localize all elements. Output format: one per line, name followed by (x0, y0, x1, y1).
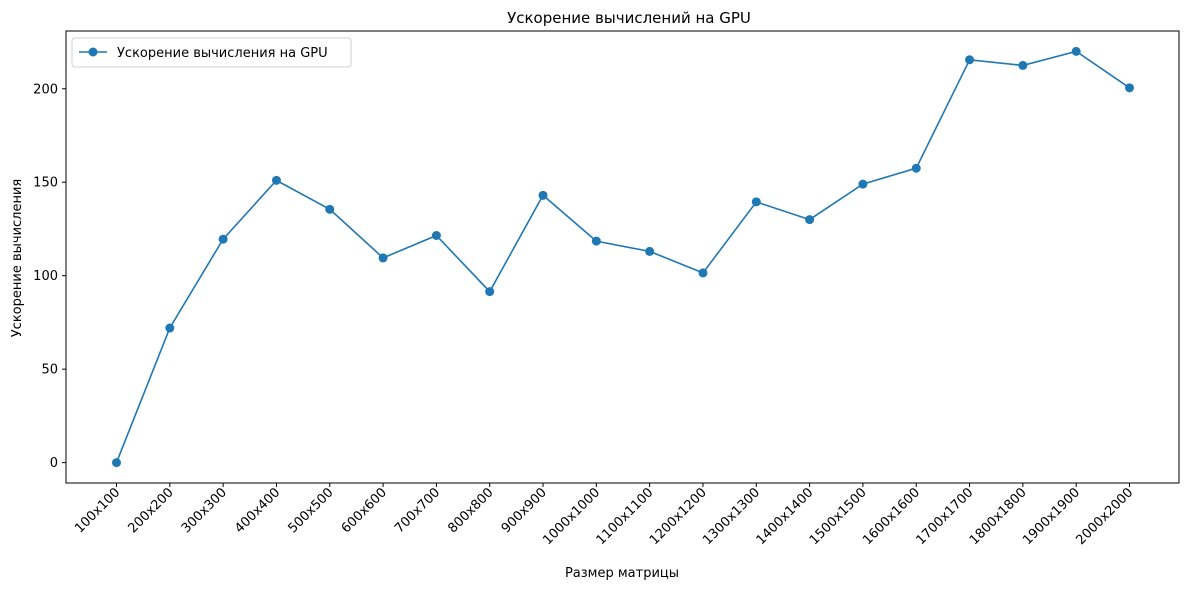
data-point (485, 287, 495, 297)
data-point (271, 175, 281, 185)
x-axis: 100x100 200x200 300x300 400x400 500x500 600x6… (72, 483, 1136, 548)
y-axis: 0 50 100 150 200 (33, 82, 66, 471)
y-tick-label: 0 (50, 456, 58, 471)
data-point (858, 179, 868, 189)
data-point (751, 197, 761, 207)
data-point (645, 246, 655, 256)
x-tick-label: 500x500 (285, 485, 336, 536)
series-layer (112, 46, 1134, 468)
x-tick-label: 2000x2000 (1073, 485, 1136, 548)
data-point (911, 163, 921, 173)
data-point (112, 458, 121, 468)
y-tick-label: 150 (33, 176, 58, 191)
x-tick-label: 400x400 (232, 485, 283, 536)
data-point (538, 190, 548, 200)
x-axis-label: Размер матрицы (565, 566, 679, 581)
legend-label: Ускорение вычисления на GPU (117, 46, 328, 61)
y-tick-label: 50 (41, 363, 58, 378)
data-point (1018, 60, 1028, 70)
legend-marker (88, 47, 98, 57)
series-line (115, 50, 1130, 463)
plot-frame (65, 30, 1180, 484)
y-tick-label: 200 (33, 82, 58, 97)
data-point (1071, 46, 1081, 56)
x-tick-label: 600x600 (339, 485, 390, 536)
x-tick-label: 300x300 (179, 485, 230, 536)
data-point (325, 204, 335, 214)
x-tick-label: 100x100 (72, 485, 123, 536)
data-point (965, 55, 975, 65)
legend: Ускорение вычисления на GPU (71, 37, 352, 68)
data-point (378, 253, 388, 263)
x-tick-label: 800x800 (445, 485, 496, 536)
legend-box (71, 37, 352, 68)
data-point (218, 234, 228, 244)
data-point (431, 231, 441, 241)
data-point (698, 268, 708, 278)
x-tick-label: 700x700 (392, 485, 443, 536)
x-tick-label: 200x200 (126, 485, 177, 536)
y-axis-label: Ускорение вычисления (10, 179, 25, 337)
data-point (1125, 83, 1134, 93)
data-point (805, 215, 815, 225)
data-point (591, 236, 601, 246)
data-point (165, 323, 175, 333)
x-tick-label: 900x900 (499, 485, 550, 536)
y-tick-label: 100 (33, 269, 58, 284)
plot-area (65, 30, 1180, 484)
chart-title: Ускорение вычислений на GPU (507, 9, 751, 27)
